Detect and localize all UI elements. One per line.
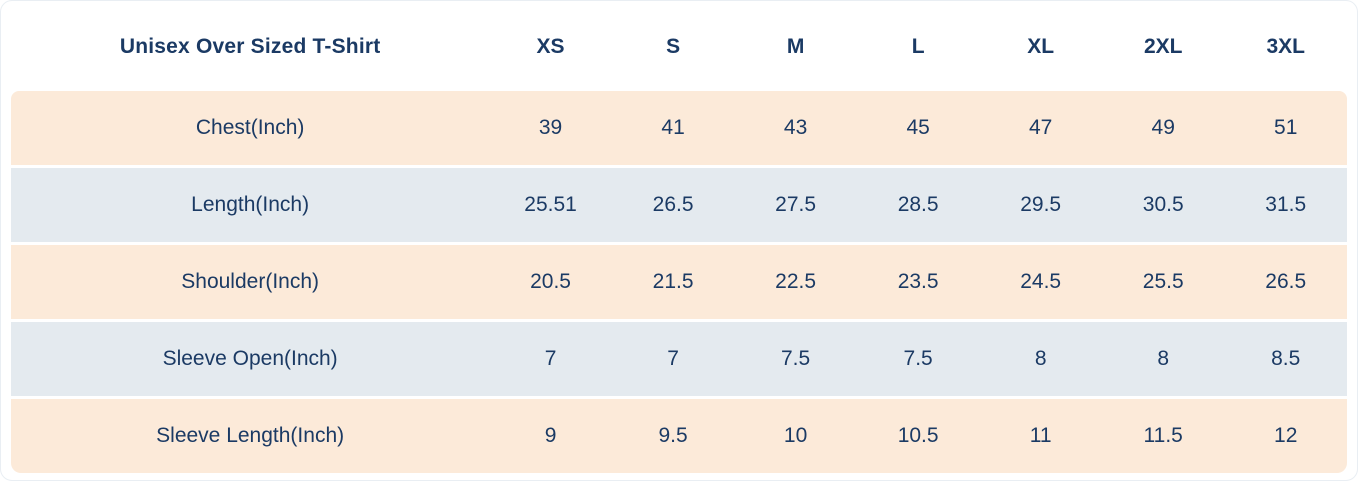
value-cell: 47 bbox=[979, 91, 1102, 165]
size-header-3xl: 3XL bbox=[1266, 35, 1305, 58]
row-label: Sleeve Open(Inch) bbox=[11, 322, 490, 396]
size-header-m: M bbox=[786, 35, 805, 58]
value-cell: 21.5 bbox=[611, 245, 735, 319]
value-cell: 8 bbox=[979, 322, 1102, 396]
value-cell: 11 bbox=[979, 399, 1102, 473]
value-cell: 12 bbox=[1224, 399, 1347, 473]
value-cell: 26.5 bbox=[1224, 245, 1347, 319]
chart-title: Unisex Over Sized T-Shirt bbox=[119, 35, 381, 58]
value-cell: 26.5 bbox=[611, 168, 735, 242]
header-row: Unisex Over Sized T-Shirt XS S M L XL 2X… bbox=[11, 6, 1347, 88]
size-header-l: L bbox=[911, 35, 925, 58]
value-cell: 11.5 bbox=[1101, 399, 1225, 473]
table-row-sleeve-length: Sleeve Length(Inch) 9 9.5 10 10.5 11 11.… bbox=[11, 399, 1347, 473]
size-chart-table: Unisex Over Sized T-Shirt XS S M L XL 2X… bbox=[11, 3, 1347, 476]
value-cell: 20.5 bbox=[489, 245, 612, 319]
value-cell: 8.5 bbox=[1224, 322, 1347, 396]
value-cell: 25.51 bbox=[489, 168, 612, 242]
value-cell: 7.5 bbox=[734, 322, 857, 396]
value-cell: 7.5 bbox=[856, 322, 980, 396]
table-row-sleeve-open: Sleeve Open(Inch) 7 7 7.5 7.5 8 8 8.5 bbox=[11, 322, 1347, 396]
value-cell: 49 bbox=[1101, 91, 1225, 165]
size-header-2xl: 2XL bbox=[1143, 35, 1183, 58]
value-cell: 43 bbox=[734, 91, 857, 165]
row-label: Length(Inch) bbox=[11, 168, 490, 242]
value-cell: 28.5 bbox=[856, 168, 980, 242]
value-cell: 9.5 bbox=[611, 399, 735, 473]
value-cell: 41 bbox=[611, 91, 735, 165]
size-header-xl: XL bbox=[1027, 35, 1055, 58]
value-cell: 10 bbox=[734, 399, 857, 473]
value-cell: 27.5 bbox=[734, 168, 857, 242]
value-cell: 23.5 bbox=[856, 245, 980, 319]
size-header-s: S bbox=[666, 35, 681, 58]
value-cell: 29.5 bbox=[979, 168, 1102, 242]
value-cell: 51 bbox=[1224, 91, 1347, 165]
value-cell: 24.5 bbox=[979, 245, 1102, 319]
size-header-xs: XS bbox=[536, 35, 565, 58]
row-label: Shoulder(Inch) bbox=[11, 245, 490, 319]
row-label: Chest(Inch) bbox=[11, 91, 490, 165]
value-cell: 10.5 bbox=[856, 399, 980, 473]
value-cell: 39 bbox=[489, 91, 612, 165]
table-row-chest: Chest(Inch) 39 41 43 45 47 49 51 bbox=[11, 91, 1347, 165]
value-cell: 8 bbox=[1101, 322, 1225, 396]
value-cell: 22.5 bbox=[734, 245, 857, 319]
value-cell: 25.5 bbox=[1101, 245, 1225, 319]
table-row-length: Length(Inch) 25.51 26.5 27.5 28.5 29.5 3… bbox=[11, 168, 1347, 242]
table-row-shoulder: Shoulder(Inch) 20.5 21.5 22.5 23.5 24.5 … bbox=[11, 245, 1347, 319]
value-cell: 30.5 bbox=[1101, 168, 1225, 242]
value-cell: 7 bbox=[611, 322, 735, 396]
row-label: Sleeve Length(Inch) bbox=[11, 399, 490, 473]
value-cell: 31.5 bbox=[1224, 168, 1347, 242]
value-cell: 7 bbox=[489, 322, 612, 396]
value-cell: 45 bbox=[856, 91, 980, 165]
value-cell: 9 bbox=[489, 399, 612, 473]
